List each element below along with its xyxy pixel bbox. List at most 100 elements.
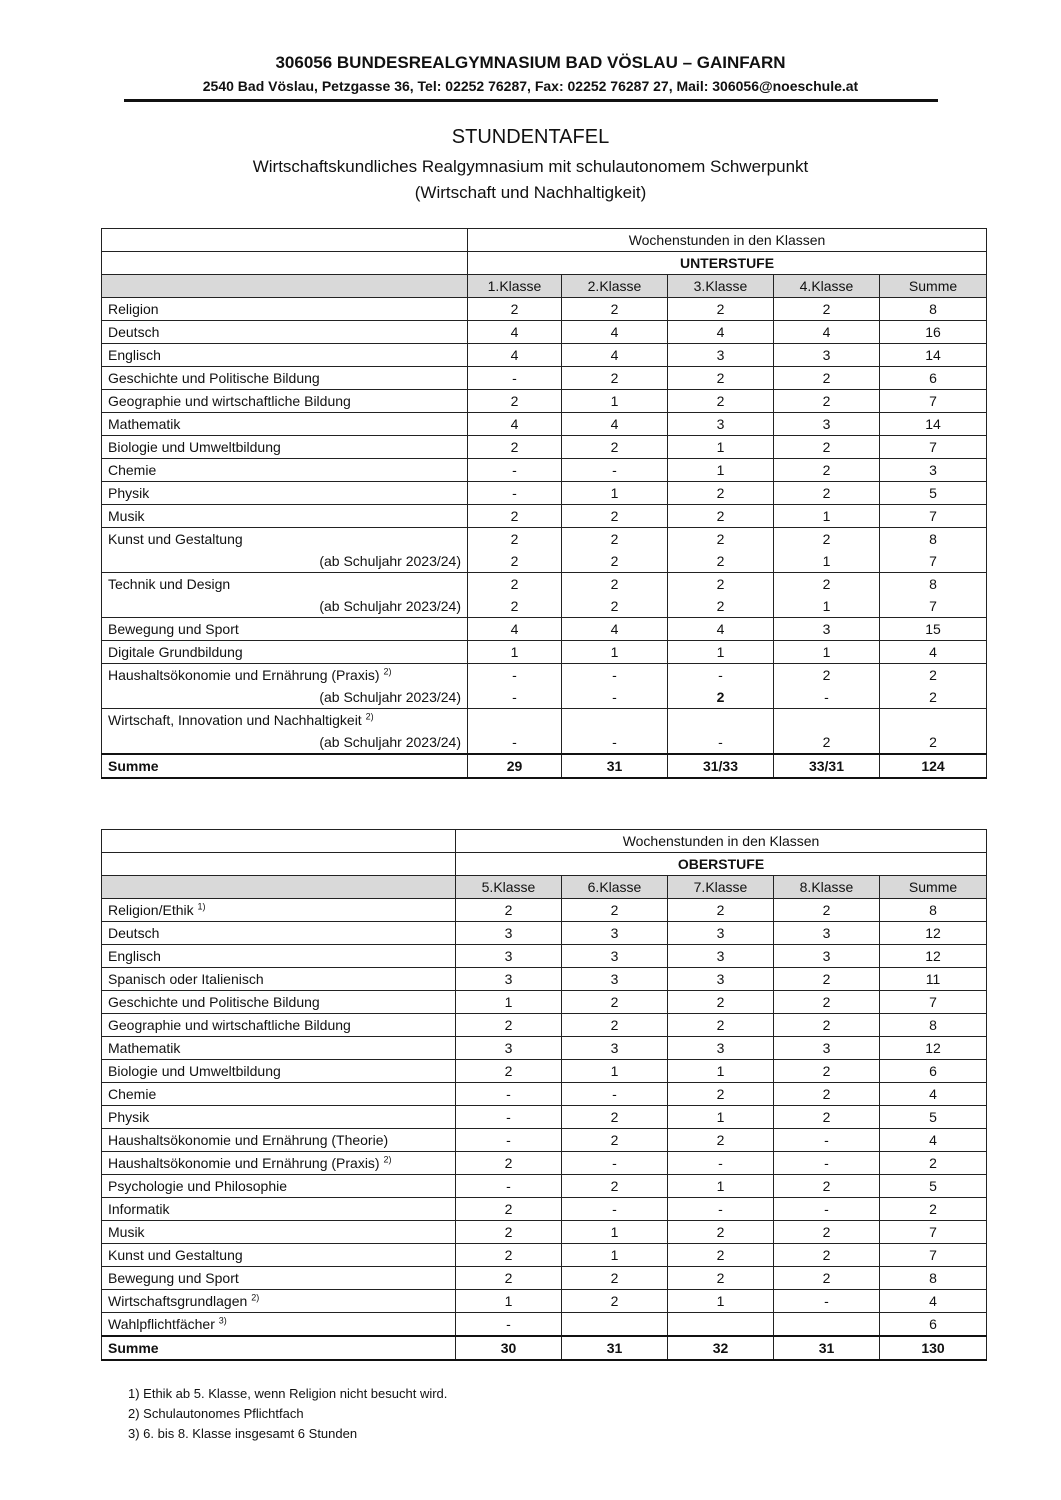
hours-value: 2 (610, 531, 619, 547)
table-row: Deutsch 3 3 3 3 12 (101, 921, 988, 945)
hours-cell (561, 1312, 668, 1337)
subject-name: Religion/Ethik (108, 902, 194, 918)
hours-cell: - (467, 458, 562, 482)
column-header: 3.Klasse (667, 274, 774, 298)
subject-name: (ab Schuljahr 2023/24) (319, 734, 461, 750)
subject-label: Kunst und Gestaltung (108, 529, 461, 551)
subject-name: Kunst und Gestaltung (108, 531, 243, 547)
hours-value: 2 (716, 301, 725, 317)
hours-value: 7 (929, 439, 937, 455)
footnote-ref: 2) (365, 711, 374, 722)
hours-cell: 2 (878, 1151, 988, 1175)
hours-cell: 2 (773, 481, 880, 505)
hours-value: 3 (610, 971, 619, 987)
sum-value: 31 (773, 1335, 880, 1361)
hours-cell: 15 (878, 617, 988, 641)
hours-cell: 3 (667, 343, 774, 367)
hours-value: 6 (929, 1316, 937, 1332)
hours-cell: 3 (773, 343, 880, 367)
hours-value: 12 (925, 948, 941, 964)
column-header-row: 1.Klasse 2.Klasse 3.Klasse 4.Klasse Summe (101, 274, 988, 298)
subject-name: Mathematik (108, 416, 181, 432)
table-row: Mathematik 3 3 3 3 12 (101, 1036, 988, 1060)
hours-cell: 2 (455, 1243, 562, 1267)
subject-name: Deutsch (108, 925, 160, 941)
sum-value: 29 (467, 753, 562, 779)
hours-cell: 4 (878, 1289, 988, 1313)
hours-cell: - (455, 1312, 562, 1337)
column-header: 7.Klasse (667, 875, 774, 899)
hours-cell: 1 (561, 1059, 668, 1083)
hours-value: 2 (822, 370, 831, 386)
subject-label: Technik und Design (108, 574, 461, 596)
hours-cell: 1 (667, 435, 774, 459)
subject-cell: Wirtschaftsgrundlagen 2) (101, 1289, 456, 1313)
hours-cell: 4 (561, 412, 668, 436)
hours-value: 2 (510, 508, 519, 524)
hours-value: 7 (929, 393, 937, 409)
sum-value: 33/31 (773, 753, 880, 779)
subject-label: Bewegung und Sport (108, 619, 461, 640)
hours-value (881, 709, 986, 731)
hours-cell: 8 (878, 898, 988, 922)
hours-value: 6 (929, 1063, 937, 1079)
hours-value: 2 (610, 1293, 619, 1309)
hours-value: 2 (822, 1086, 831, 1102)
hours-cell: 3 (773, 921, 880, 945)
hours-value: - (506, 1109, 511, 1125)
hours-cell: 2 (878, 708, 988, 755)
caption-row: Wochenstunden in den Klassen (101, 829, 988, 853)
hours-cell: 2 (561, 297, 668, 321)
hours-value: 2 (610, 576, 619, 592)
hours-value: 2 (929, 667, 937, 683)
hours-cell: -- (561, 663, 668, 709)
hours-value: - (506, 1132, 511, 1148)
hours-value: 4 (510, 347, 519, 363)
hours-value: 2 (822, 994, 831, 1010)
hours-cell: 5 (878, 481, 988, 505)
table-row: Technik und Design (ab Schuljahr 2023/24)… (101, 572, 988, 618)
subject-label: (ab Schuljahr 2023/24) (108, 595, 461, 617)
hours-cell: 2 (455, 1013, 562, 1037)
hours-cell: - (561, 1082, 668, 1106)
hours-value: - (506, 1316, 511, 1332)
header-rule (124, 99, 938, 102)
sum-row: Summe 29 31 31/33 33/31 124 (101, 753, 988, 779)
hours-value: 2 (822, 1270, 831, 1286)
hours-value: 5 (929, 1178, 937, 1194)
table-row: Englisch 3 3 3 3 12 (101, 944, 988, 968)
table-row: Geographie und wirtschaftliche Bildung 2 2… (101, 1013, 988, 1037)
sum-value: 30 (455, 1335, 562, 1361)
hours-cell: 2 (561, 1013, 668, 1037)
hours-value: 1 (716, 644, 725, 660)
subject-label: (ab Schuljahr 2023/24) (108, 686, 461, 708)
hours-value: 2 (716, 598, 725, 614)
hours-cell: 2 (667, 297, 774, 321)
hours-cell: - (467, 366, 562, 390)
subject-cell: Englisch (101, 343, 468, 367)
hours-value: 2 (716, 576, 725, 592)
subject-name: Geographie und wirtschaftliche Bildung (108, 393, 351, 409)
hours-cell: 2 (561, 1174, 668, 1198)
hours-cell: 2 (561, 504, 668, 528)
subject-name: Psychologie und Philosophie (108, 1178, 288, 1194)
hours-value: 2 (610, 1017, 619, 1033)
hours-value: - (506, 1178, 511, 1194)
hours-value: 2 (504, 1063, 513, 1079)
hours-value: 2 (822, 1017, 831, 1033)
hours-cell: - (667, 1197, 774, 1221)
hours-cell: 4 (667, 320, 774, 344)
hours-value: 1 (610, 1247, 619, 1263)
subject-name: Biologie und Umweltbildung (108, 1063, 281, 1079)
subject-cell: Musik (101, 504, 468, 528)
subject-label: Religion (108, 299, 461, 320)
hours-cell: 2 (773, 708, 880, 755)
hours-cell: 2 (667, 1082, 774, 1106)
hours-value: - (824, 1132, 829, 1148)
hours-cell: 2 (455, 1220, 562, 1244)
hours-cell: 3 (773, 412, 880, 436)
hours-value: 3 (716, 1040, 725, 1056)
subject-name: Englisch (108, 948, 161, 964)
hours-cell: 1 (561, 1220, 668, 1244)
